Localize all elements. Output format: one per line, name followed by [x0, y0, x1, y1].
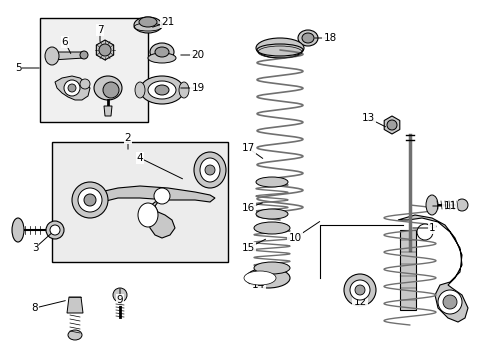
- Ellipse shape: [245, 268, 289, 288]
- Text: 19: 19: [191, 83, 204, 93]
- Text: 14: 14: [251, 280, 264, 290]
- Ellipse shape: [64, 80, 80, 96]
- Ellipse shape: [437, 290, 461, 314]
- Ellipse shape: [148, 53, 176, 63]
- Text: 5: 5: [15, 63, 21, 73]
- Ellipse shape: [200, 158, 220, 182]
- Text: 8: 8: [32, 303, 38, 313]
- Ellipse shape: [354, 285, 364, 295]
- Ellipse shape: [442, 295, 456, 309]
- Ellipse shape: [99, 44, 111, 56]
- Text: 7: 7: [97, 25, 103, 35]
- Polygon shape: [384, 116, 399, 134]
- Ellipse shape: [78, 188, 102, 212]
- Ellipse shape: [455, 199, 467, 211]
- Ellipse shape: [416, 224, 432, 240]
- Text: 2: 2: [124, 133, 131, 143]
- Ellipse shape: [302, 33, 313, 43]
- Ellipse shape: [94, 76, 122, 100]
- Polygon shape: [104, 106, 112, 116]
- Bar: [40, 18, 148, 122]
- Ellipse shape: [425, 195, 437, 215]
- Text: 10: 10: [288, 233, 301, 243]
- Ellipse shape: [256, 38, 304, 58]
- Ellipse shape: [12, 218, 24, 242]
- Ellipse shape: [45, 47, 59, 65]
- Ellipse shape: [155, 47, 169, 57]
- Text: 11: 11: [443, 201, 456, 211]
- Text: 17: 17: [241, 143, 254, 153]
- Ellipse shape: [256, 209, 287, 219]
- Ellipse shape: [84, 194, 96, 206]
- Text: 18: 18: [323, 33, 336, 43]
- Text: 12: 12: [353, 297, 366, 307]
- Polygon shape: [52, 52, 84, 60]
- Ellipse shape: [46, 221, 64, 239]
- Bar: [399, 230, 415, 310]
- Polygon shape: [100, 186, 215, 238]
- Ellipse shape: [256, 177, 287, 187]
- Text: 20: 20: [191, 50, 204, 60]
- Text: 13: 13: [361, 113, 374, 123]
- Ellipse shape: [194, 152, 225, 188]
- Bar: [52, 142, 227, 262]
- Ellipse shape: [138, 203, 158, 227]
- Ellipse shape: [50, 225, 60, 235]
- Polygon shape: [67, 297, 83, 313]
- Ellipse shape: [148, 81, 176, 99]
- Polygon shape: [397, 215, 467, 322]
- Text: 21: 21: [161, 17, 174, 27]
- Text: 1: 1: [428, 223, 434, 233]
- Polygon shape: [96, 40, 113, 60]
- Ellipse shape: [68, 84, 76, 92]
- Text: 4: 4: [137, 153, 143, 163]
- Ellipse shape: [134, 17, 162, 33]
- Ellipse shape: [244, 271, 275, 285]
- Ellipse shape: [386, 120, 396, 130]
- Ellipse shape: [80, 79, 90, 89]
- Ellipse shape: [253, 222, 289, 234]
- Text: 9: 9: [117, 295, 123, 305]
- Ellipse shape: [113, 288, 127, 302]
- Ellipse shape: [139, 17, 157, 27]
- Polygon shape: [55, 76, 90, 100]
- Ellipse shape: [155, 85, 169, 95]
- Ellipse shape: [154, 188, 170, 204]
- Ellipse shape: [150, 43, 174, 61]
- Ellipse shape: [349, 280, 369, 300]
- Ellipse shape: [204, 165, 215, 175]
- Text: 6: 6: [61, 37, 68, 47]
- Ellipse shape: [68, 330, 82, 340]
- Ellipse shape: [80, 51, 88, 59]
- Ellipse shape: [103, 82, 119, 98]
- Ellipse shape: [297, 30, 317, 46]
- Text: 16: 16: [241, 203, 254, 213]
- Ellipse shape: [72, 182, 108, 218]
- Ellipse shape: [343, 274, 375, 306]
- Ellipse shape: [179, 82, 189, 98]
- Ellipse shape: [135, 82, 145, 98]
- Ellipse shape: [140, 76, 183, 104]
- Ellipse shape: [253, 262, 289, 274]
- Text: 3: 3: [32, 243, 38, 253]
- Text: 15: 15: [241, 243, 254, 253]
